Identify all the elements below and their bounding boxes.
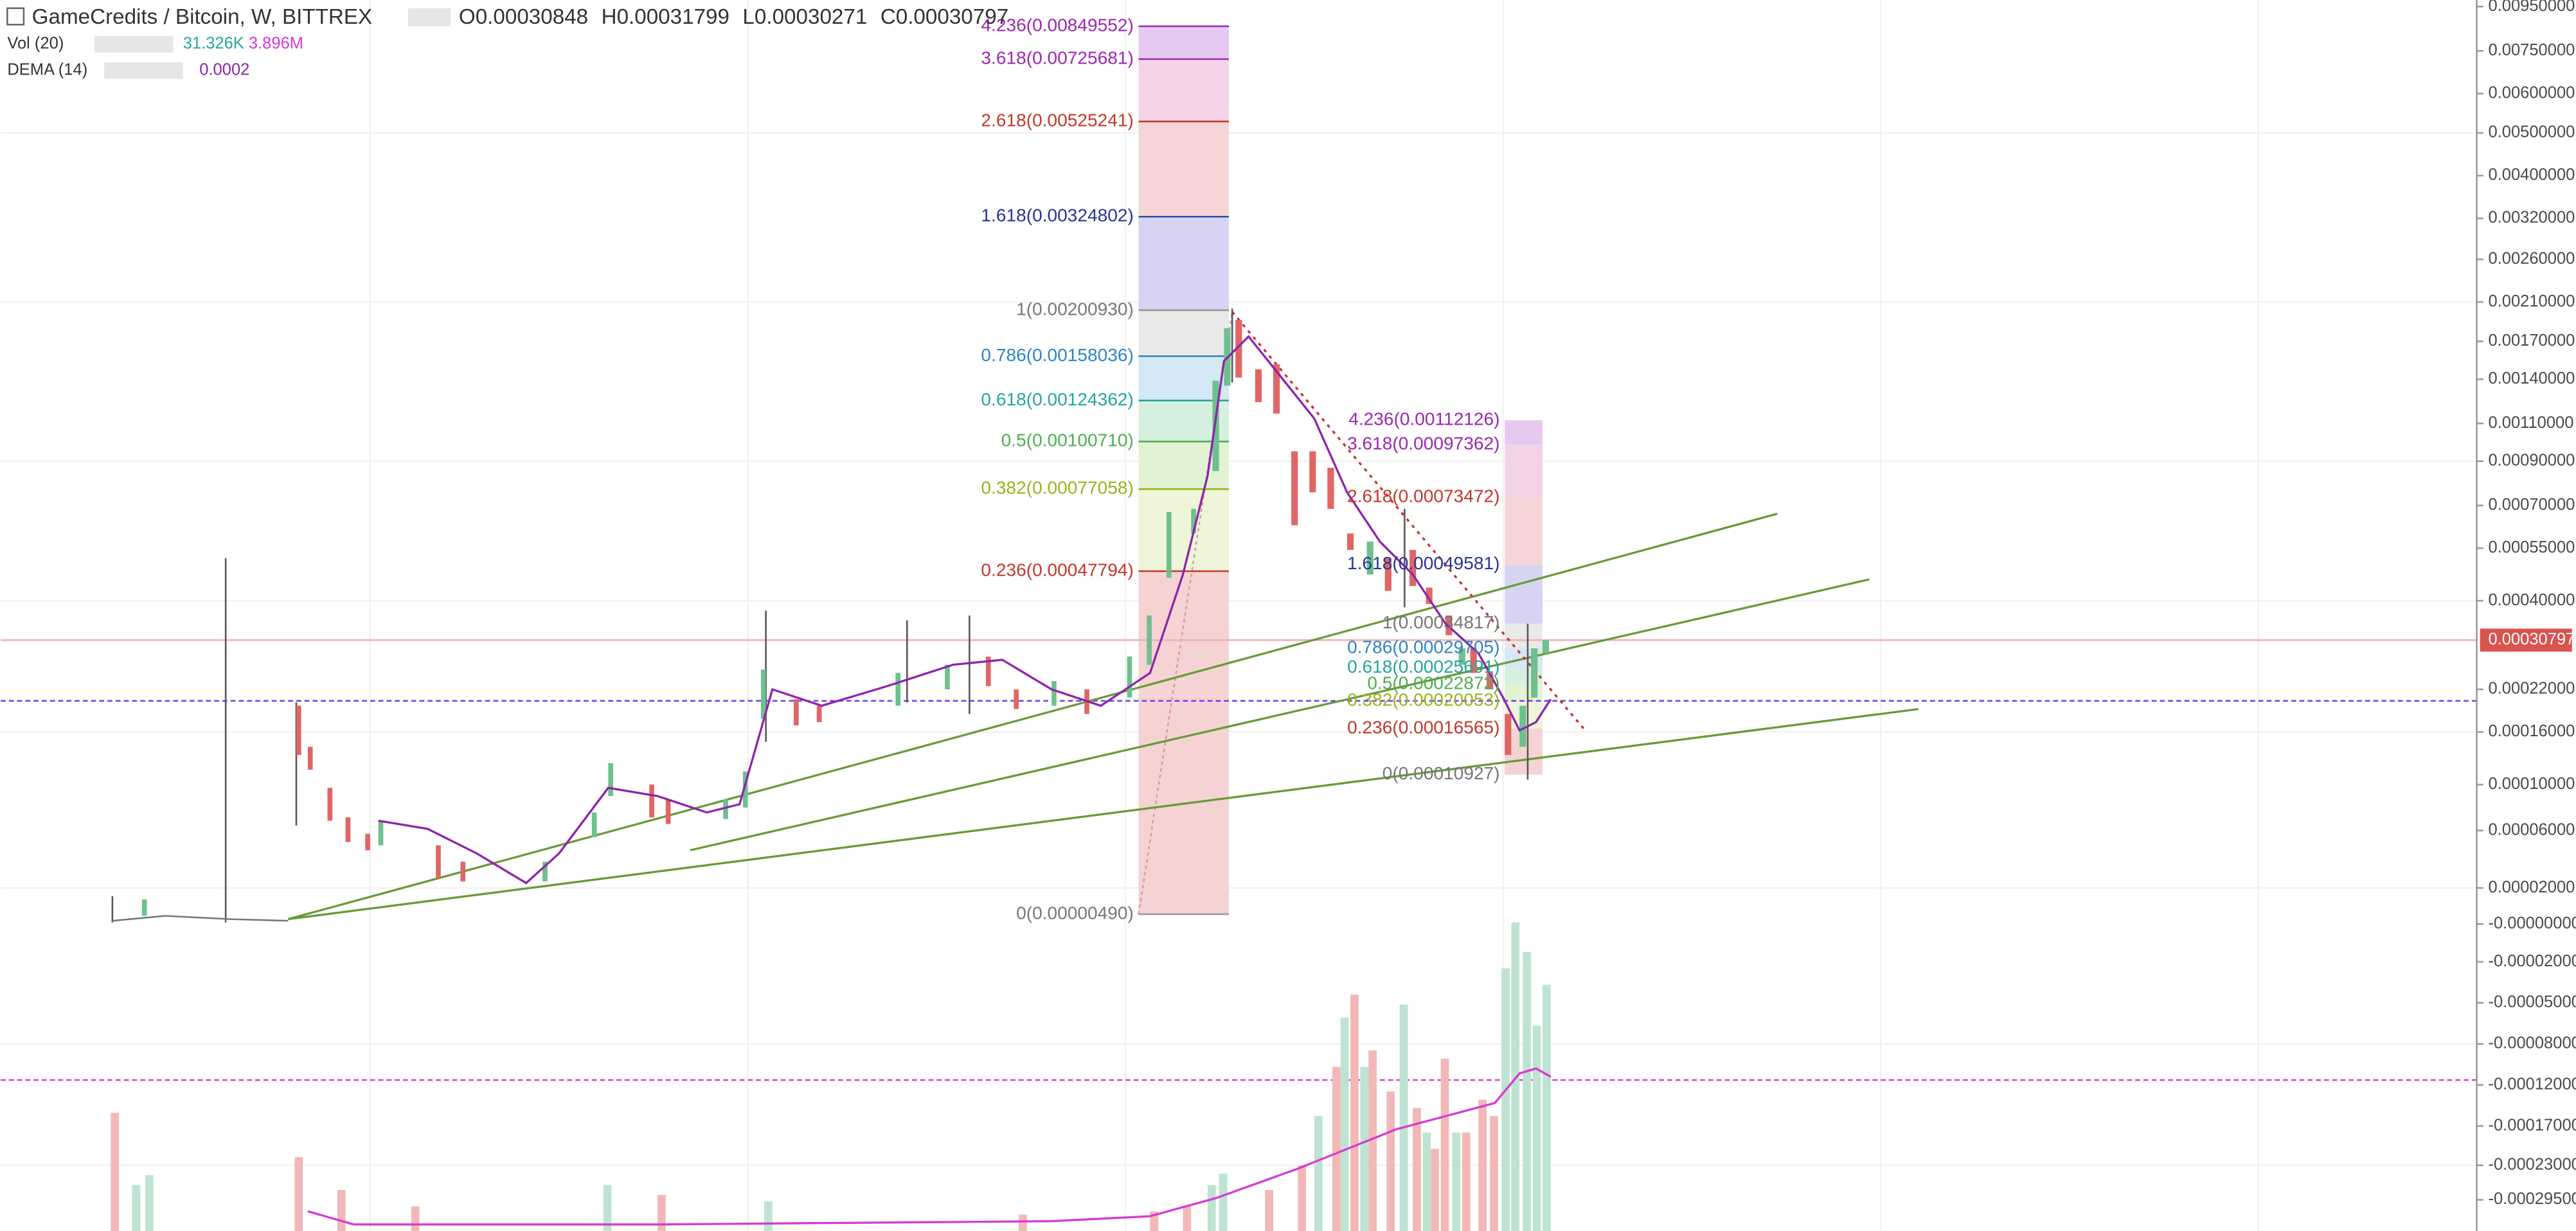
axis-label: 0.00500000 — [2488, 123, 2575, 141]
axis-label: -0.00002000 — [2488, 952, 2576, 970]
axis-label: -0.00029500 — [2488, 1190, 2576, 1208]
symbol[interactable]: GameCredits / Bitcoin, W, BITTREX — [32, 5, 373, 29]
fib-label: 1.618(0.00049581) — [1347, 553, 1499, 573]
candles — [111, 308, 1550, 923]
indicator-controls[interactable] — [94, 36, 174, 53]
fib-label: 0.618(0.00025691) — [1347, 657, 1499, 677]
axis-label: -0.00008000 — [2488, 1034, 2576, 1052]
indicator-value: 3.896M — [249, 35, 303, 53]
indicator-name[interactable]: Vol (20) — [7, 35, 64, 53]
fib-label: 0.618(0.00124362) — [981, 389, 1133, 409]
ohlc-key: O — [459, 5, 476, 29]
fib-label: 0(0.00000490) — [1016, 903, 1134, 923]
volume-ma — [307, 1067, 1552, 1226]
indicator-name[interactable]: DEMA (14) — [7, 61, 87, 79]
axis-label: -0.00017000 — [2488, 1116, 2576, 1134]
fib-label: 2.618(0.00525241) — [981, 110, 1133, 130]
fib-label: 0.236(0.00016565) — [1347, 718, 1499, 738]
fib-label: 0.382(0.00020053) — [1347, 689, 1499, 709]
axis-label: 0.00022000 — [2488, 680, 2575, 698]
trendlines — [287, 513, 1919, 921]
fib-label: 0.5(0.00022872) — [1367, 673, 1499, 693]
axis-label: 0.00750000 — [2488, 41, 2575, 59]
fib-label: 0(0.00010927) — [1382, 763, 1500, 783]
fib-label: 0.382(0.00077058) — [981, 478, 1133, 498]
axis-label: 0.00170000 — [2488, 332, 2575, 350]
axis-label: -0.00005000 — [2488, 993, 2576, 1011]
axis-label: 0.00400000 — [2488, 166, 2575, 184]
current-price: 0.00030797 — [2488, 630, 2575, 648]
indicator-value: 31.326K — [183, 35, 244, 53]
axis-label: 0.00070000 — [2488, 496, 2575, 514]
axis-label: 0.00016000 — [2488, 722, 2575, 740]
grid — [1, 0, 2477, 1231]
axis-label: 0.00260000 — [2488, 249, 2575, 267]
fib-label: 0.236(0.00047794) — [981, 560, 1133, 580]
axis-label: -0.00000000 — [2488, 914, 2576, 932]
axis-label: -0.00023000 — [2488, 1156, 2576, 1174]
ohlc-value: 0.00030271 — [755, 5, 867, 29]
axis-label: 0.00110000 — [2488, 414, 2573, 432]
ohlc-value: 0.00031799 — [617, 5, 729, 29]
axis-label: 0.00002000 — [2488, 878, 2575, 896]
axis-label: 0.00140000 — [2488, 369, 2575, 387]
fib-label: 2.618(0.00073472) — [1347, 486, 1499, 506]
fib-label: 0.786(0.00029705) — [1347, 637, 1499, 657]
indicator-controls[interactable] — [104, 62, 183, 79]
fib-label: 4.236(0.00112126) — [1348, 409, 1499, 429]
ohlc-value: 0.00030797 — [896, 5, 1008, 29]
fib-label: 0.786(0.00158036) — [981, 345, 1133, 365]
price-axis — [2476, 0, 2575, 1231]
header-controls — [407, 8, 451, 26]
ohlc-value: 0.00030848 — [476, 5, 588, 29]
trendline — [1231, 311, 1586, 731]
axis-label: 0.00320000 — [2488, 209, 2575, 227]
fib-label: 4.236(0.00849552) — [981, 15, 1133, 35]
axis-label: 0.00040000 — [2488, 591, 2575, 609]
ohlc-key: C — [881, 5, 896, 29]
axis-label: 0.00090000 — [2488, 452, 2575, 470]
fib-label: 1(0.00034817) — [1382, 612, 1500, 632]
axis-label: 0.00210000 — [2488, 292, 2575, 310]
fib-label: 3.618(0.00097362) — [1347, 434, 1499, 454]
fib-label: 0.5(0.00100710) — [1001, 430, 1134, 450]
collapse-icon[interactable] — [6, 7, 25, 26]
ohlc-key: H — [602, 5, 617, 29]
fib-label: 1(0.00200930) — [1016, 299, 1134, 319]
indicator-value: 0.0002 — [199, 61, 249, 79]
fib-label: 3.618(0.00725681) — [981, 48, 1133, 67]
ohlc-key: L — [742, 5, 754, 29]
fib-left — [1138, 25, 1233, 916]
axis-label: 0.00006000 — [2488, 820, 2575, 838]
dema — [378, 335, 1552, 885]
fib-label: 1.618(0.00324802) — [981, 206, 1133, 226]
axis-label: -0.00012000 — [2488, 1075, 2576, 1093]
axis-label: 0.00055000 — [2488, 538, 2575, 556]
axis-label: 0.00010000 — [2488, 775, 2575, 793]
axis-label: 0.00600000 — [2488, 84, 2575, 102]
axis-label: 0.00950000 — [2488, 0, 2575, 15]
current-price-box — [2480, 628, 2572, 652]
